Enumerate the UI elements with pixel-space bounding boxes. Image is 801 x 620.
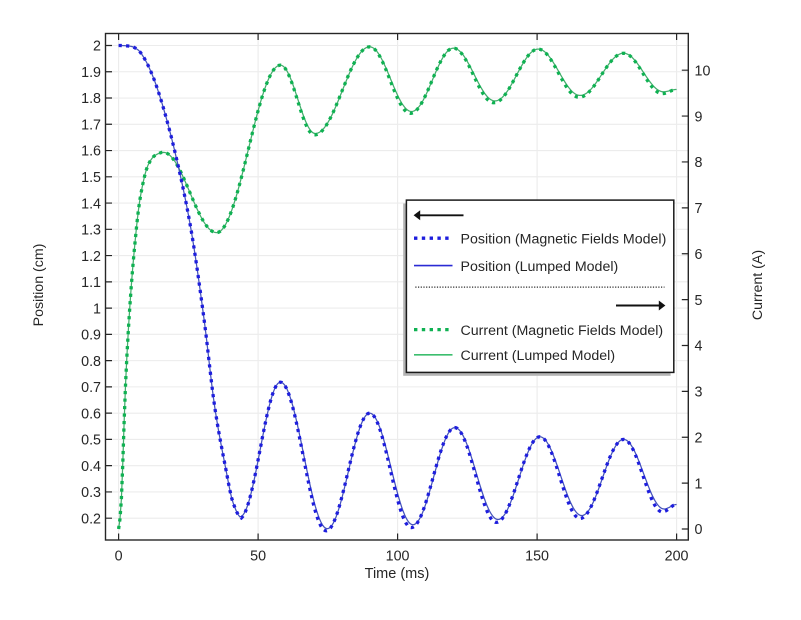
svg-text:10: 10: [695, 63, 711, 79]
svg-text:5: 5: [695, 293, 703, 309]
svg-text:0: 0: [695, 522, 703, 538]
svg-text:1: 1: [93, 301, 101, 317]
svg-text:1: 1: [695, 476, 703, 492]
svg-text:Position (Lumped Model): Position (Lumped Model): [461, 259, 619, 275]
svg-text:150: 150: [525, 549, 549, 565]
svg-text:2: 2: [93, 39, 101, 55]
svg-text:1.9: 1.9: [81, 65, 101, 81]
svg-text:8: 8: [695, 155, 703, 171]
svg-text:6: 6: [695, 247, 703, 263]
svg-text:Current (A): Current (A): [750, 250, 766, 320]
svg-text:Current (Lumped Model): Current (Lumped Model): [461, 348, 616, 364]
svg-text:100: 100: [386, 549, 410, 565]
svg-text:1.6: 1.6: [81, 144, 101, 160]
svg-text:1.3: 1.3: [81, 223, 101, 239]
svg-text:1.2: 1.2: [81, 249, 101, 265]
svg-text:3: 3: [695, 385, 703, 401]
svg-text:200: 200: [665, 549, 689, 565]
svg-text:0.3: 0.3: [81, 485, 101, 501]
svg-text:0.4: 0.4: [81, 459, 101, 475]
svg-text:1.4: 1.4: [81, 196, 101, 212]
svg-text:2: 2: [695, 430, 703, 446]
svg-text:50: 50: [250, 549, 266, 565]
svg-text:0.8: 0.8: [81, 354, 101, 370]
svg-text:7: 7: [695, 201, 703, 217]
svg-text:0.2: 0.2: [81, 511, 101, 527]
svg-text:0.9: 0.9: [81, 328, 101, 344]
svg-text:1.8: 1.8: [81, 91, 101, 107]
svg-text:0.5: 0.5: [81, 433, 101, 449]
svg-text:0: 0: [115, 549, 123, 565]
svg-text:0.6: 0.6: [81, 406, 101, 422]
svg-text:Time (ms): Time (ms): [365, 566, 430, 582]
svg-text:0.7: 0.7: [81, 380, 101, 396]
svg-text:4: 4: [695, 339, 703, 355]
svg-text:Position (cm): Position (cm): [31, 244, 47, 327]
svg-text:Current (Magnetic Fields Model: Current (Magnetic Fields Model): [461, 323, 664, 339]
svg-text:Position (Magnetic Fields Mode: Position (Magnetic Fields Model): [461, 231, 667, 247]
svg-text:9: 9: [695, 109, 703, 125]
svg-text:1.7: 1.7: [81, 117, 101, 133]
svg-text:1.5: 1.5: [81, 170, 101, 186]
svg-text:1.1: 1.1: [81, 275, 101, 291]
